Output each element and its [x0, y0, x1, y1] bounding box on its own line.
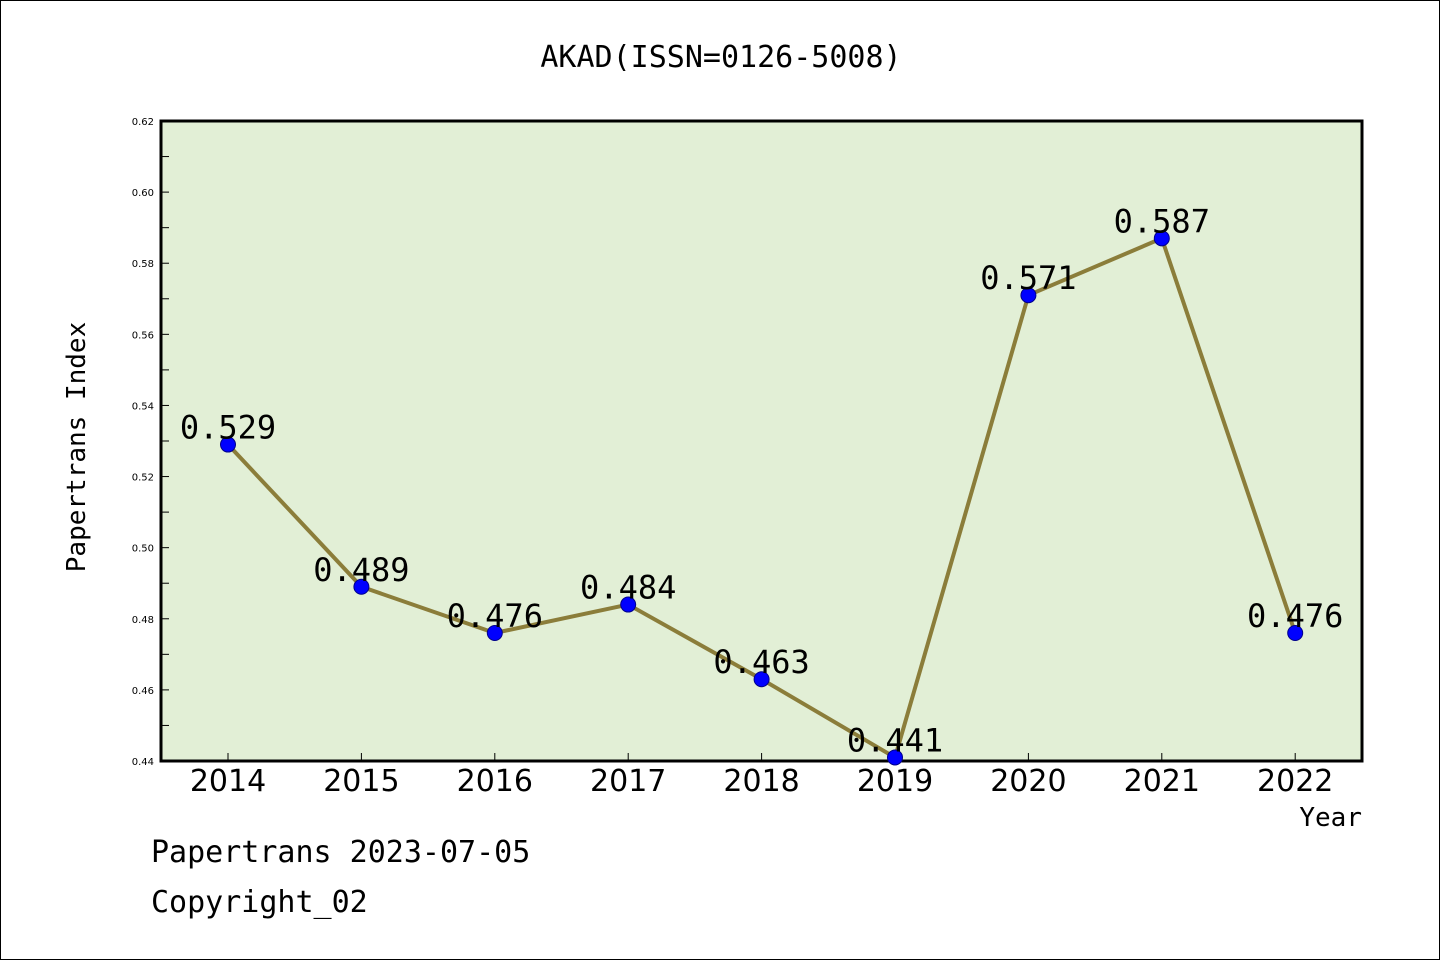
chart-title: AKAD(ISSN=0126-5008) — [540, 40, 901, 75]
footer-copyright: Copyright_02 — [151, 885, 368, 920]
data-point — [1153, 230, 1170, 247]
data-point — [1287, 625, 1304, 641]
x-tick-label: 2020 — [990, 764, 1066, 799]
x-tick-label: 2016 — [457, 764, 533, 799]
data-point — [1020, 287, 1037, 304]
y-axis-label: Papertrans Index — [62, 322, 92, 572]
data-point — [620, 596, 637, 613]
y-tick-label: 0.62 — [132, 117, 154, 128]
x-tick-label: 2015 — [323, 764, 399, 799]
data-point — [220, 436, 236, 453]
data-label: 0.587 — [1114, 202, 1210, 240]
y-tick-label: 0.56 — [132, 330, 154, 341]
data-label: 0.476 — [447, 597, 543, 635]
x-tick-label: 2014 — [190, 764, 266, 799]
data-point — [486, 625, 503, 641]
x-axis-label: Year — [1299, 803, 1362, 833]
footer-date: Papertrans 2023-07-05 — [151, 835, 531, 870]
data-label: 0.476 — [1247, 597, 1343, 635]
data-label: 0.571 — [980, 259, 1076, 297]
x-tick-label: 2018 — [723, 764, 799, 799]
data-point — [753, 671, 770, 688]
data-point — [353, 578, 370, 595]
y-tick-label: 0.54 — [132, 401, 154, 412]
x-tick-label: 2022 — [1257, 764, 1333, 799]
y-tick-label: 0.50 — [132, 544, 154, 555]
y-tick-label: 0.46 — [132, 686, 154, 697]
data-point — [887, 749, 903, 766]
x-tick-label: 2021 — [1124, 764, 1200, 799]
x-tick-label: 2017 — [590, 764, 666, 799]
y-tick-label: 0.60 — [132, 188, 154, 199]
x-tick-label: 2019 — [857, 764, 933, 799]
data-label: 0.489 — [313, 551, 409, 589]
y-tick-label: 0.44 — [132, 757, 154, 768]
y-tick-label: 0.48 — [132, 615, 154, 626]
data-label: 0.441 — [847, 721, 943, 759]
data-label: 0.484 — [580, 569, 676, 607]
y-tick-label: 0.52 — [132, 473, 154, 484]
data-label: 0.463 — [713, 643, 809, 681]
plot-area — [159, 119, 1364, 763]
data-label: 0.529 — [180, 409, 276, 447]
y-tick-label: 0.58 — [132, 259, 154, 270]
